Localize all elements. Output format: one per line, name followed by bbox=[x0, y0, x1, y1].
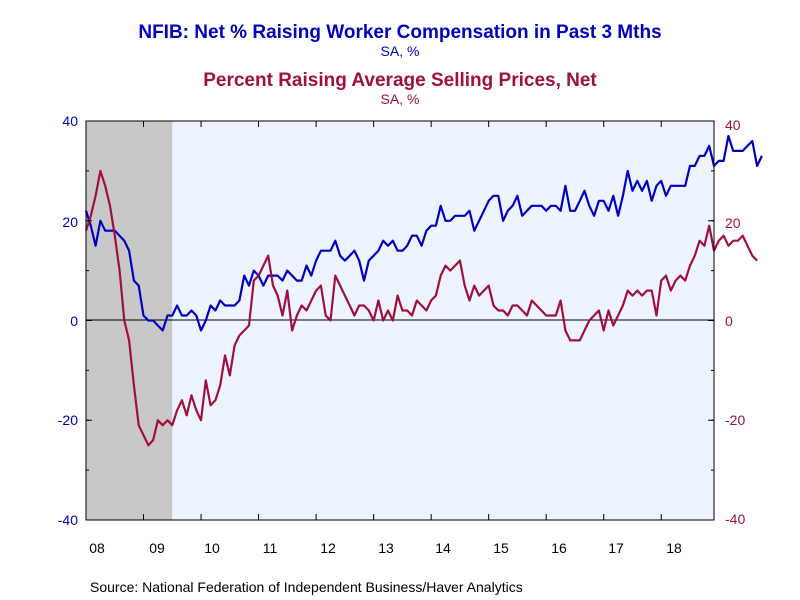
x-tick-label: 13 bbox=[378, 540, 394, 556]
x-tick-label: 16 bbox=[551, 540, 567, 556]
left-tick-label: -20 bbox=[58, 412, 78, 428]
chart-title: NFIB: Net % Raising Worker Compensation … bbox=[138, 22, 661, 43]
series-line-prices bbox=[84, 169, 758, 447]
right-tick-label: 0 bbox=[725, 313, 733, 329]
right-tick-label: -20 bbox=[725, 412, 745, 428]
right-tick-label: -40 bbox=[725, 511, 745, 527]
left-tick-label: 20 bbox=[62, 214, 78, 230]
left-tick-label: 40 bbox=[62, 113, 78, 129]
series-layer bbox=[84, 134, 763, 447]
x-tick-label: 15 bbox=[493, 540, 509, 556]
x-tick-label: 11 bbox=[263, 540, 278, 556]
x-tick-label: 09 bbox=[149, 540, 165, 556]
series-line-compensation bbox=[84, 134, 763, 332]
right-tick-label: 40 bbox=[725, 117, 741, 133]
left-tick-label: -40 bbox=[58, 512, 78, 528]
source-note: Source: National Federation of Independe… bbox=[90, 579, 523, 595]
chart-subtitle-units: SA, % bbox=[381, 91, 420, 107]
x-tick-label: 08 bbox=[89, 540, 105, 556]
x-tick-label: 14 bbox=[435, 540, 451, 556]
x-tick-label: 17 bbox=[608, 540, 624, 556]
right-tick-label: 20 bbox=[725, 215, 741, 231]
x-tick-label: 12 bbox=[320, 540, 336, 556]
chart-subtitle: Percent Raising Average Selling Prices, … bbox=[203, 70, 597, 91]
ticks-layer bbox=[85, 120, 714, 521]
left-tick-label: 0 bbox=[70, 313, 78, 329]
chart-title-units: SA, % bbox=[381, 43, 420, 59]
x-tick-label: 18 bbox=[666, 540, 682, 556]
x-tick-label: 10 bbox=[204, 540, 220, 556]
